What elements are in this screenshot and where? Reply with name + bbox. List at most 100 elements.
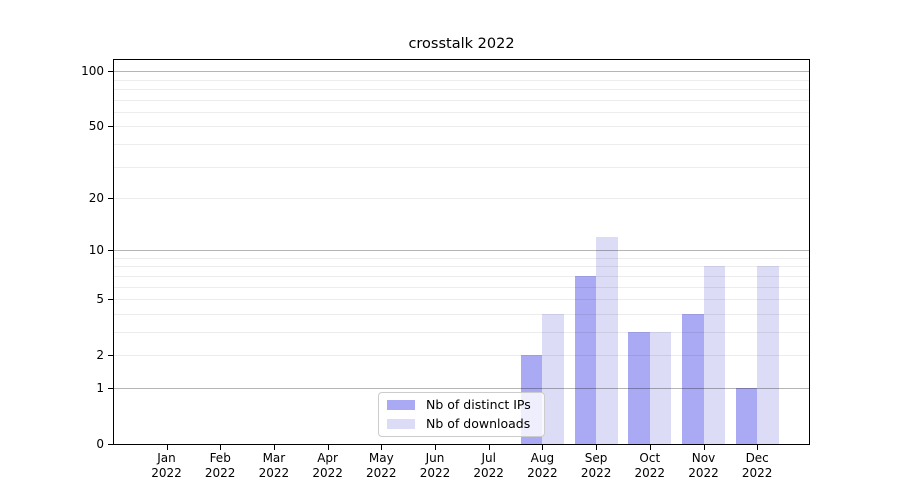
xtick-year: 2022 (741, 466, 773, 480)
gridline-minor-4 (114, 313, 809, 315)
xtick-mark-may (381, 445, 383, 450)
ytick-label-10: 10 (88, 243, 104, 258)
ytick-mark-100 (108, 71, 113, 73)
ytick-mark-20 (108, 198, 113, 199)
ytick-label-1: 1 (96, 380, 104, 395)
xtick-year: 2022 (151, 466, 182, 480)
legend: Nb of distinct IPs Nb of downloads (378, 392, 545, 437)
xtick-month: Jul (481, 451, 496, 465)
xtick-month: Apr (317, 451, 338, 465)
xtick-year: 2022 (634, 466, 666, 480)
gridline-minor-7 (114, 275, 809, 277)
xtick-mark-mar (273, 445, 275, 450)
bar-downloads-aug (542, 313, 564, 444)
xtick-label-jul: Jul 2022 (459, 451, 519, 481)
gridline-major-1 (114, 387, 809, 389)
xtick-mark-dec (757, 445, 759, 450)
legend-item-distinct-ips: Nb of distinct IPs (387, 398, 536, 412)
ytick-mark-0 (108, 444, 113, 445)
bar-downloads-nov (703, 266, 725, 444)
gridline-major-100 (114, 71, 809, 73)
ytick-mark-10 (108, 250, 113, 252)
xtick-label-jan: Jan 2022 (137, 451, 197, 481)
gridline-minor-6 (114, 286, 809, 288)
gridline-minor-2 (114, 355, 809, 357)
bar-downloads-dec (757, 266, 779, 444)
xtick-month: Jun (425, 451, 445, 465)
xtick-label-feb: Feb 2022 (190, 451, 250, 481)
xtick-year: 2022 (312, 466, 343, 480)
gridline-minor-5 (114, 299, 809, 301)
ytick-mark-1 (108, 387, 113, 389)
xtick-year: 2022 (204, 466, 236, 480)
gridline-minor-30 (114, 166, 809, 168)
xtick-year: 2022 (580, 466, 612, 480)
gridline-minor-60 (114, 111, 809, 113)
ytick-mark-5 (108, 299, 113, 301)
gridline-minor-20 (114, 198, 809, 199)
bar-distinct-ips-oct (628, 332, 650, 444)
xtick-mark-aug (542, 445, 544, 450)
ytick-mark-50 (108, 126, 113, 128)
xtick-label-may: May 2022 (351, 451, 411, 481)
bar-downloads-sep (596, 236, 618, 444)
xtick-month: Nov (691, 451, 716, 465)
xtick-label-nov: Nov 2022 (674, 451, 734, 481)
ytick-label-50: 50 (88, 119, 104, 134)
xtick-mark-feb (220, 445, 222, 450)
bar-distinct-ips-sep (574, 275, 597, 444)
ytick-mark-2 (108, 355, 113, 357)
gridline-major-10 (114, 250, 809, 252)
xtick-label-oct: Oct 2022 (620, 451, 680, 481)
gridline-minor-90 (114, 79, 809, 81)
xtick-label-jun: Jun 2022 (405, 451, 465, 481)
xtick-month: Jan (157, 451, 176, 465)
xtick-label-dec: Dec 2022 (727, 451, 787, 481)
xtick-mark-jun (435, 445, 436, 450)
xtick-year: 2022 (527, 466, 558, 480)
xtick-year: 2022 (473, 466, 504, 480)
gridline-minor-3 (114, 331, 809, 333)
legend-swatch-downloads (387, 418, 415, 429)
bar-distinct-ips-nov (682, 313, 704, 444)
gridline-minor-40 (114, 143, 809, 145)
ytick-label-20: 20 (88, 191, 104, 205)
gridline-minor-9 (114, 257, 809, 259)
legend-item-downloads: Nb of downloads (387, 415, 536, 431)
ytick-label-5: 5 (96, 292, 104, 307)
xtick-month: Feb (209, 451, 231, 465)
xtick-year: 2022 (258, 466, 290, 480)
xtick-label-sep: Sep 2022 (566, 451, 626, 481)
ytick-label-2: 2 (96, 348, 104, 363)
ytick-label-0: 0 (96, 437, 104, 451)
legend-label-downloads: Nb of downloads (426, 415, 531, 431)
gridline-minor-80 (114, 88, 809, 90)
xtick-month: Oct (639, 451, 661, 465)
xtick-year: 2022 (688, 466, 719, 480)
xtick-year: 2022 (366, 466, 397, 480)
gridline-minor-8 (114, 266, 809, 268)
plot-area (113, 59, 810, 445)
gridline-minor-70 (114, 99, 809, 101)
xtick-mark-nov (703, 445, 705, 450)
legend-label-distinct-ips: Nb of distinct IPs (426, 397, 531, 413)
xtick-label-aug: Aug 2022 (512, 451, 572, 481)
xtick-month: Dec (745, 451, 769, 465)
xtick-month: Mar (262, 451, 286, 465)
xtick-mark-jan (166, 445, 168, 450)
xtick-year: 2022 (419, 466, 451, 480)
bar-downloads-oct (649, 332, 672, 444)
xtick-mark-oct (649, 445, 651, 450)
xtick-month: Aug (530, 451, 555, 465)
chart-title: crosstalk 2022 (408, 36, 515, 52)
bar-distinct-ips-dec (735, 388, 758, 444)
xtick-month: Sep (584, 451, 608, 465)
xtick-mark-jul (488, 445, 490, 450)
legend-swatch-distinct-ips (387, 400, 415, 411)
xtick-label-apr: Apr 2022 (298, 451, 358, 481)
gridline-minor-50 (114, 126, 809, 128)
xtick-mark-sep (596, 445, 598, 450)
xtick-label-mar: Mar 2022 (244, 451, 304, 481)
xtick-mark-apr (327, 445, 329, 450)
